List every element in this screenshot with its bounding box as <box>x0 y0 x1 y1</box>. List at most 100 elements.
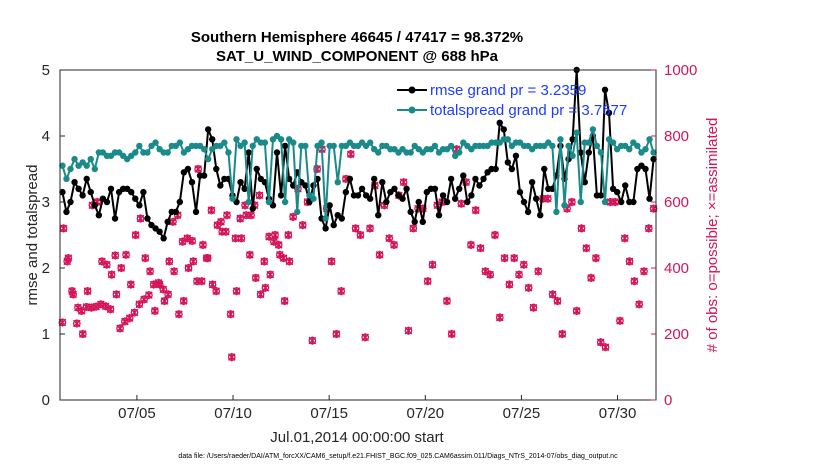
obs-assimilated-point <box>164 290 172 299</box>
obs-assimilated-point <box>356 230 365 240</box>
obs-assimilated-point <box>69 290 78 299</box>
obs-assimilated-point <box>116 324 124 333</box>
obs-assimilated-point <box>184 263 193 273</box>
rmse-point <box>577 149 584 156</box>
obs-assimilated-point <box>223 211 231 220</box>
totalspread-point <box>553 208 560 216</box>
rmse-point <box>379 179 386 186</box>
obs-assimilated-point <box>285 257 294 266</box>
obs-assimilated-point <box>271 230 279 240</box>
totalspread-point <box>164 149 171 156</box>
obs-assimilated-point <box>136 214 145 223</box>
obs-assimilated-point <box>515 270 523 279</box>
obs-assimilated-point <box>276 250 284 259</box>
rmse-point <box>516 188 524 196</box>
rmse-point <box>532 195 540 202</box>
obs-assimilated-point <box>175 310 183 319</box>
totalspread-point <box>63 175 70 183</box>
right-axis: 0 200 400 600 800 1000 <box>651 62 697 409</box>
y-right-tick-label: 0 <box>664 392 672 409</box>
rmse-point <box>302 182 309 189</box>
rmse-point <box>67 198 74 206</box>
obs-assimilated-point <box>337 287 346 296</box>
rmse-point <box>476 182 483 189</box>
obs-assimilated-point <box>165 257 174 266</box>
totalspread-point <box>204 155 212 163</box>
obs-assimilated-point <box>592 254 600 263</box>
obs-assimilated-point <box>231 234 240 243</box>
rmse-point <box>111 215 119 222</box>
totalspread-point <box>136 142 143 150</box>
obs-assimilated-point <box>112 290 121 299</box>
obs-assimilated-point <box>486 270 495 279</box>
totalspread-point <box>241 139 248 146</box>
rmse-point <box>144 215 151 222</box>
obs-assimilated-point <box>640 267 648 276</box>
obs-assimilated-point <box>399 178 408 187</box>
rmse-point <box>468 192 475 199</box>
obs-assimilated-point <box>203 254 212 263</box>
totalspread-point <box>447 142 455 150</box>
y-tick-label: 0 <box>42 392 50 409</box>
rmse-point <box>103 198 111 206</box>
obs-assimilated-point <box>582 244 591 253</box>
rmse-point <box>59 188 66 196</box>
rmse-point <box>132 195 139 202</box>
y-tick-label: 2 <box>42 260 50 277</box>
rmse-point <box>415 198 422 206</box>
rmse-point <box>642 165 649 173</box>
rmse-point <box>456 185 463 192</box>
obs-assimilated-point <box>351 224 360 233</box>
totalspread-point <box>281 198 289 206</box>
totalspread-point <box>375 149 382 156</box>
totalspread-point <box>144 149 151 156</box>
obs-assimilated-point <box>207 206 216 215</box>
totalspread-point <box>577 198 584 206</box>
series-layer <box>58 66 658 362</box>
obs-assimilated-point <box>226 310 235 319</box>
x-tick-label: 07/05 <box>118 405 156 422</box>
obs-assimilated-point <box>289 212 297 221</box>
legend-rmse-marker <box>408 86 416 94</box>
obs-assimilated-point <box>505 280 514 289</box>
obs-assimilated-point <box>213 221 222 230</box>
obs-assimilated-point <box>256 290 265 299</box>
rmse-point <box>630 198 637 206</box>
plot-area <box>60 70 656 400</box>
legend-rmse-label: rmse grand pr = 3.2359 <box>430 82 586 99</box>
totalspread-point <box>626 146 633 153</box>
obs-assimilated-point <box>467 240 475 249</box>
rmse-point <box>504 159 512 166</box>
totalspread-point <box>650 149 657 156</box>
rmse-point <box>472 175 479 183</box>
totalspread-point <box>221 139 228 146</box>
rmse-point <box>391 185 398 192</box>
totalspread-point <box>569 152 576 159</box>
rmse-point <box>200 172 208 179</box>
rmse-point <box>480 175 487 183</box>
obs-assimilated-point <box>620 234 629 243</box>
rmse-point <box>160 235 167 242</box>
obs-assimilated-point <box>141 254 150 263</box>
rmse-point <box>431 185 439 192</box>
rmse-point <box>605 109 613 117</box>
obs-assimilated-point <box>577 224 586 233</box>
obs-assimilated-point <box>260 257 269 266</box>
obs-assimilated-point <box>74 303 82 312</box>
rmse-point <box>622 182 629 189</box>
y-tick-label: 1 <box>42 326 50 343</box>
rmse-point <box>354 192 362 199</box>
obs-assimilated-point <box>404 326 413 335</box>
obs-assimilated-point <box>127 280 135 289</box>
totalspread-point <box>302 142 309 150</box>
obs-assimilated-point <box>644 224 653 233</box>
totalspread-point <box>549 142 556 150</box>
rmse-point <box>375 212 382 219</box>
obs-assimilated-point <box>327 257 336 266</box>
obs-assimilated-point <box>587 273 595 282</box>
x-axis-label: Jul.01,2014 00:00:00 start <box>270 429 444 446</box>
rmse-point <box>520 198 528 206</box>
obs-assimilated-point <box>495 313 504 322</box>
totalspread-point <box>249 142 256 150</box>
y-right-tick-label: 600 <box>664 194 689 211</box>
